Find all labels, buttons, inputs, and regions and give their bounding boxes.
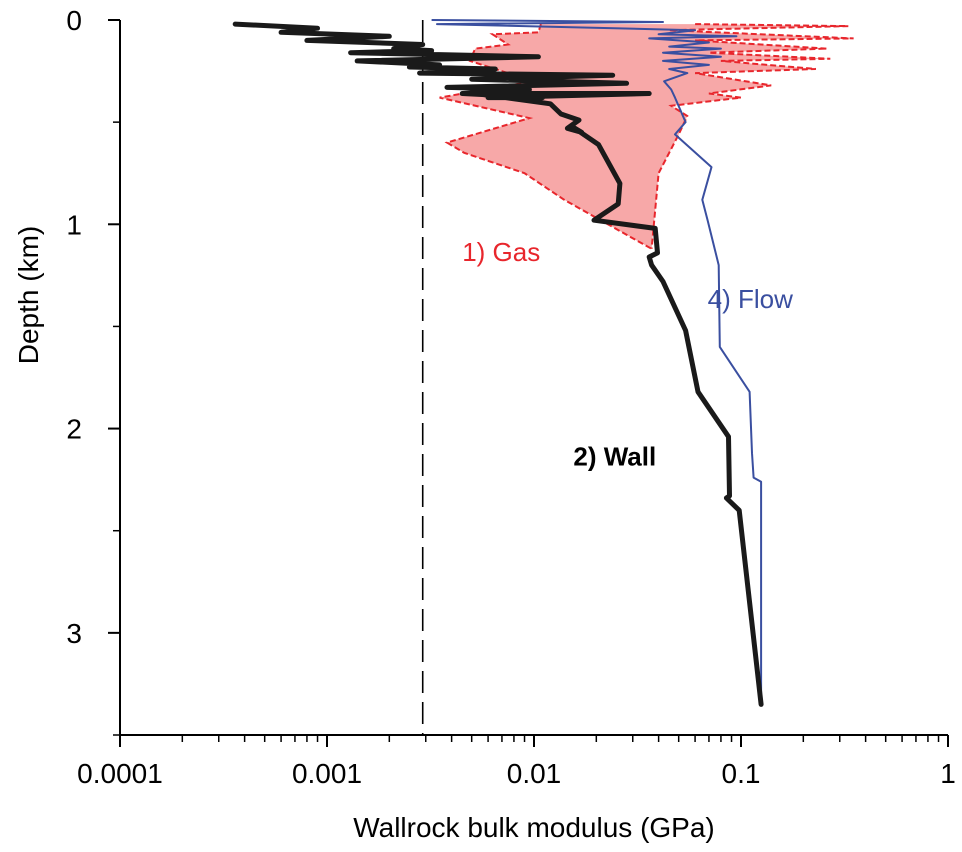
flow-series-line: [431, 19, 763, 705]
y-tick-label: 0: [66, 5, 82, 36]
x-tick-label: 0.0001: [77, 758, 163, 789]
y-tick-label: 3: [66, 618, 82, 649]
x-tick-label: 0.1: [722, 758, 761, 789]
annotation-wall: 2) Wall: [573, 441, 656, 471]
labels: Wallrock bulk modulus (GPa) Depth (km): [13, 226, 715, 843]
gas-band-upper-line: [650, 23, 854, 249]
x-tick-label: 0.01: [507, 758, 562, 789]
plot-area: 1) Gas 2) Wall 4) Flow: [232, 19, 854, 735]
y-tick-label: 1: [66, 209, 82, 240]
annotation-gas: 1) Gas: [462, 237, 540, 267]
axes: 0.0001 0.001 0.01 0.1 1 0 1 2 3: [66, 5, 955, 789]
x-tick-label: 1: [940, 758, 956, 789]
annotation-flow: 4) Flow: [708, 284, 793, 314]
y-tick-label: 2: [66, 414, 82, 445]
gas-band-lower-line: [439, 23, 653, 250]
x-axis-title: Wallrock bulk modulus (GPa): [353, 812, 715, 843]
x-tick-label: 0.001: [292, 758, 362, 789]
y-axis-title: Depth (km): [13, 226, 44, 364]
wall-series-line: [232, 21, 764, 707]
